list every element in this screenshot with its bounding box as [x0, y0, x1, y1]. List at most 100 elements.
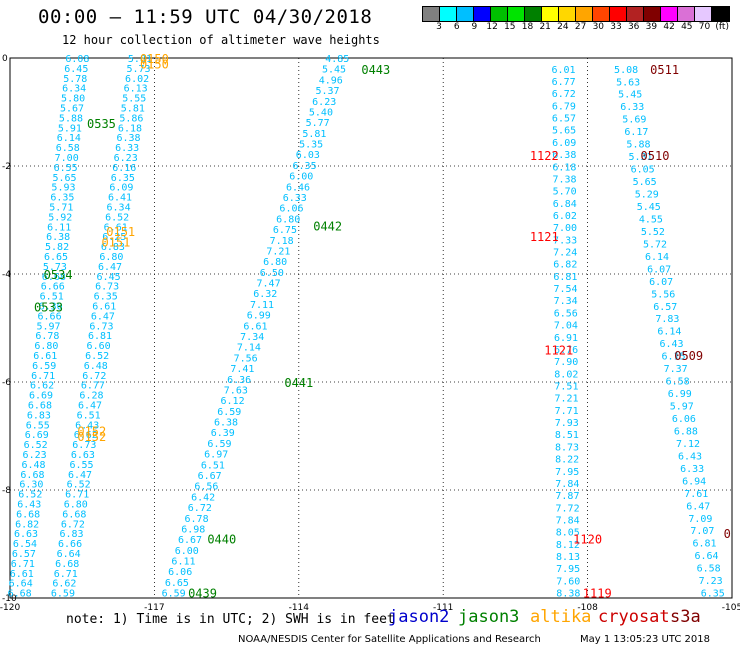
wave-height-point: 5.37	[315, 86, 339, 97]
chart-subtitle: 12 hour collection of altimeter wave hei…	[62, 33, 380, 47]
wave-height-point: 6.42	[191, 492, 215, 503]
wave-height-point: 6.71	[31, 371, 55, 382]
pass-time-label: 1122	[530, 149, 559, 163]
colorbar-swatch	[712, 7, 729, 21]
wave-height-point: 6.57	[552, 114, 576, 125]
wave-height-point: 5.92	[48, 212, 72, 223]
pass-time-label: 0441	[284, 376, 313, 390]
colorbar-label: 70	[698, 22, 711, 32]
wave-height-point: 6.65	[165, 578, 189, 589]
wave-height-point: 6.55	[26, 420, 50, 431]
wave-height-point: 6.72	[188, 503, 212, 514]
wave-height-point: 6.62	[52, 579, 76, 590]
wave-height-point: 6.80	[263, 257, 287, 268]
wave-height-point: 6.23	[23, 450, 47, 461]
wave-height-point: 6.52	[85, 351, 109, 362]
wave-height-point: 5.45	[322, 65, 346, 76]
wave-height-point: 6.83	[59, 529, 83, 540]
wave-height-point: 6.88	[674, 426, 698, 437]
pass-time-label: 0511	[650, 63, 679, 77]
wave-height-point: 7.47	[257, 279, 281, 290]
wave-height-point: 7.61	[684, 489, 708, 500]
colorbar-label: 24	[557, 22, 569, 32]
wave-height-point: 6.38	[46, 232, 70, 243]
wave-height-point: 5.88	[626, 140, 650, 151]
wave-height-point: 7.34	[554, 296, 578, 307]
wave-height-point: 6.58	[666, 377, 690, 388]
colorbar-label: 12	[486, 22, 498, 32]
chart-title: 00:00 – 11:59 UTC 04/30/2018	[38, 6, 373, 28]
wave-height-point: 7.41	[230, 364, 254, 375]
wave-height-point: 7.93	[555, 418, 579, 429]
wave-height-point: 5.52	[641, 227, 665, 238]
wave-height-point: 7.00	[553, 223, 577, 234]
wave-height-point: 6.43	[659, 339, 683, 350]
wave-height-point: 6.76	[554, 345, 578, 356]
wave-height-point: 6.80	[34, 341, 58, 352]
wave-height-point: 6.02	[553, 211, 577, 222]
wave-height-point: 6.67	[198, 471, 222, 482]
wave-height-point: 6.52	[18, 490, 42, 501]
wave-height-point: 5.97	[670, 402, 694, 413]
wave-height-point: 6.41	[108, 193, 132, 204]
wave-height-point: 6.48	[84, 361, 108, 372]
wave-height-point: 6.43	[75, 420, 99, 431]
wave-height-point: 6.38	[552, 150, 576, 161]
pass-time-label: 0533	[34, 300, 63, 314]
x-tick-label: -105	[722, 603, 740, 613]
wave-height-point: 6.11	[47, 222, 71, 233]
wave-height-point: 5.63	[616, 77, 640, 88]
wave-height-point: 6.62	[30, 381, 54, 392]
wave-height-point: 5.80	[61, 94, 85, 105]
wave-height-point: 6.18	[118, 123, 142, 134]
pass-time-label: 0534	[44, 268, 73, 282]
colorbar-swatch	[695, 7, 712, 21]
wave-height-point: 7.95	[555, 467, 579, 478]
pass-time-label: 0439	[188, 587, 217, 601]
wave-height-point: 6.63	[14, 529, 38, 540]
wave-height-point: 6.61	[104, 222, 128, 233]
wave-height-point: 6.33	[283, 193, 307, 204]
wave-height-point: 6.33	[680, 464, 704, 475]
wave-height-point: 6.55	[69, 460, 93, 471]
wave-height-point: 6.15	[662, 352, 686, 363]
wave-height-point: 6.52	[67, 480, 91, 491]
wave-height-point: 7.04	[554, 321, 578, 332]
legend-altika: altika	[530, 607, 592, 627]
wave-height-point: 6.81	[692, 539, 716, 550]
wave-height-point: 6.83	[101, 242, 125, 253]
wave-height-point: 6.57	[12, 549, 36, 560]
colorbar-swatch	[440, 7, 457, 21]
wave-height-point: 6.68	[20, 470, 44, 481]
wave-height-point: 7.38	[552, 174, 576, 185]
wave-height-point: 5.45	[637, 202, 661, 213]
wave-height-point: 6.48	[21, 460, 45, 471]
wave-height-point: 6.06	[168, 567, 192, 578]
pass-time-label: 0150	[140, 57, 169, 71]
satellite-tracks: 6.086.455.786.345.805.675.885.916.146.58…	[8, 54, 725, 600]
wave-height-point: 5.78	[63, 74, 87, 85]
wave-height-point: 6.99	[668, 389, 692, 400]
wave-height-point: 6.66	[58, 539, 82, 550]
x-tick-label: -108	[577, 603, 598, 613]
wave-height-point: 6.38	[117, 133, 141, 144]
wave-height-point: 6.06	[672, 414, 696, 425]
wave-height-point: 6.55	[54, 163, 78, 174]
wave-height-point: 6.47	[68, 470, 92, 481]
wave-height-point: 6.59	[51, 589, 75, 600]
wave-height-point: 5.65	[552, 126, 576, 137]
wave-height-point: 6.71	[11, 559, 35, 570]
colorbar-swatch	[423, 7, 440, 21]
wave-height-point: 6.69	[29, 391, 53, 402]
credit: NOAA/NESDIS Center for Satellite Applica…	[238, 634, 541, 645]
wave-height-point: 7.37	[664, 364, 688, 375]
wave-height-point: 6.43	[678, 451, 702, 462]
wave-height-point: 6.57	[653, 302, 677, 313]
wave-height-point: 5.69	[622, 115, 646, 126]
wave-height-point: 5.67	[60, 104, 84, 115]
wave-height-point: 6.73	[89, 321, 113, 332]
wave-height-point: 7.18	[270, 236, 294, 247]
pass-time-label: 0152	[77, 430, 106, 444]
wave-height-point: 5.31	[628, 152, 652, 163]
wave-height-point: 6.00	[289, 172, 313, 183]
